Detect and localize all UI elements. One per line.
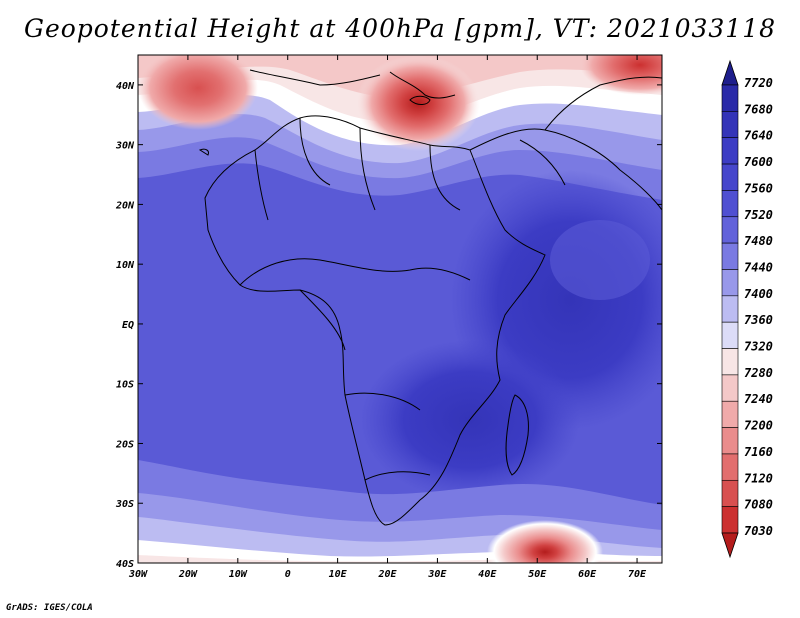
colorbar-level-label: 7560 <box>744 181 773 195</box>
lon-tick-label: 20E <box>377 569 397 580</box>
colorbar-level-label: 7440 <box>744 260 773 274</box>
colorbar-segment <box>721 84 739 112</box>
colorbar-segment <box>721 137 739 165</box>
colorbar-level-label: 7400 <box>744 287 773 301</box>
colorbar-level-label: 7240 <box>744 392 773 406</box>
map-title: Geopotential Height at 400hPa [gpm], VT:… <box>23 14 777 43</box>
lon-tick-label: 70E <box>628 569 647 580</box>
lon-tick-label: 20W <box>178 569 198 580</box>
lat-tick-label: 30S <box>115 499 134 510</box>
grads-credit: GrADS: IGES/COLA <box>6 603 93 613</box>
lon-tick-label: 0 <box>285 569 291 580</box>
colorbar: 7720 7680 7640 7600 7560 7520 7480 7440 7400 7360… <box>721 59 773 559</box>
lon-tick-label: 10E <box>329 569 348 580</box>
lat-tick-label: EQ <box>122 320 134 331</box>
colorbar-level-label: 7480 <box>744 234 773 248</box>
colorbar-segment <box>721 111 739 139</box>
colorbar-level-label: 7320 <box>744 340 773 354</box>
colorbar-segment <box>721 163 739 191</box>
colorbar-segment <box>721 348 739 376</box>
colorbar-segment <box>721 427 739 455</box>
lon-tick-label: 30E <box>427 569 447 580</box>
colorbar-level-label: 7030 <box>744 524 773 538</box>
colorbar-segment <box>721 506 739 534</box>
colorbar-segment <box>721 453 739 481</box>
lon-tick-label: 30W <box>128 569 148 580</box>
colorbar-level-label: 7520 <box>744 208 773 222</box>
colorbar-segment <box>721 190 739 218</box>
lat-tick-label: 30N <box>115 141 135 152</box>
colorbar-level-label: 7640 <box>744 129 773 143</box>
lon-tick-label: 60E <box>578 569 597 580</box>
colorbar-segment <box>721 479 739 507</box>
colorbar-level-label: 7160 <box>744 445 773 459</box>
lat-tick-label: 10S <box>116 380 134 391</box>
colorbar-segment <box>721 374 739 402</box>
colorbar-level-label: 7280 <box>744 366 773 380</box>
lat-tick-label: 20S <box>115 439 134 450</box>
colorbar-level-label: 7200 <box>744 419 773 433</box>
colorbar-segment <box>721 269 739 297</box>
lon-tick-label: 10W <box>229 569 248 580</box>
map-frame <box>137 54 663 564</box>
colorbar-bottom-arrow <box>721 532 739 559</box>
colorbar-segment <box>721 295 739 323</box>
longitude-axis: 30W 20W 10W 0 10E 20E 30E 40E 50E 60E 70E <box>128 55 647 580</box>
colorbar-level-label: 7720 <box>744 76 773 90</box>
colorbar-segment <box>721 321 739 349</box>
latitude-axis: 40N 30N 20N 10N EQ 10S 20S 30S 40S <box>115 81 662 570</box>
colorbar-top-arrow <box>721 59 739 86</box>
colorbar-level-label: 7600 <box>744 155 773 169</box>
colorbar-level-label: 7080 <box>744 498 773 512</box>
lon-tick-label: 50E <box>528 569 547 580</box>
lat-tick-label: 40S <box>116 559 134 570</box>
colorbar-segment <box>721 400 739 428</box>
lat-tick-label: 40N <box>116 81 135 92</box>
lat-tick-label: 20N <box>115 200 135 211</box>
colorbar-level-label: 7120 <box>744 471 773 485</box>
coastlines <box>198 69 662 526</box>
lon-tick-label: 40E <box>478 569 497 580</box>
colorbar-segment <box>721 242 739 270</box>
lat-tick-label: 10N <box>116 260 135 271</box>
colorbar-level-label: 7360 <box>744 313 773 327</box>
colorbar-level-label: 7680 <box>744 102 773 116</box>
colorbar-segment <box>721 216 739 244</box>
